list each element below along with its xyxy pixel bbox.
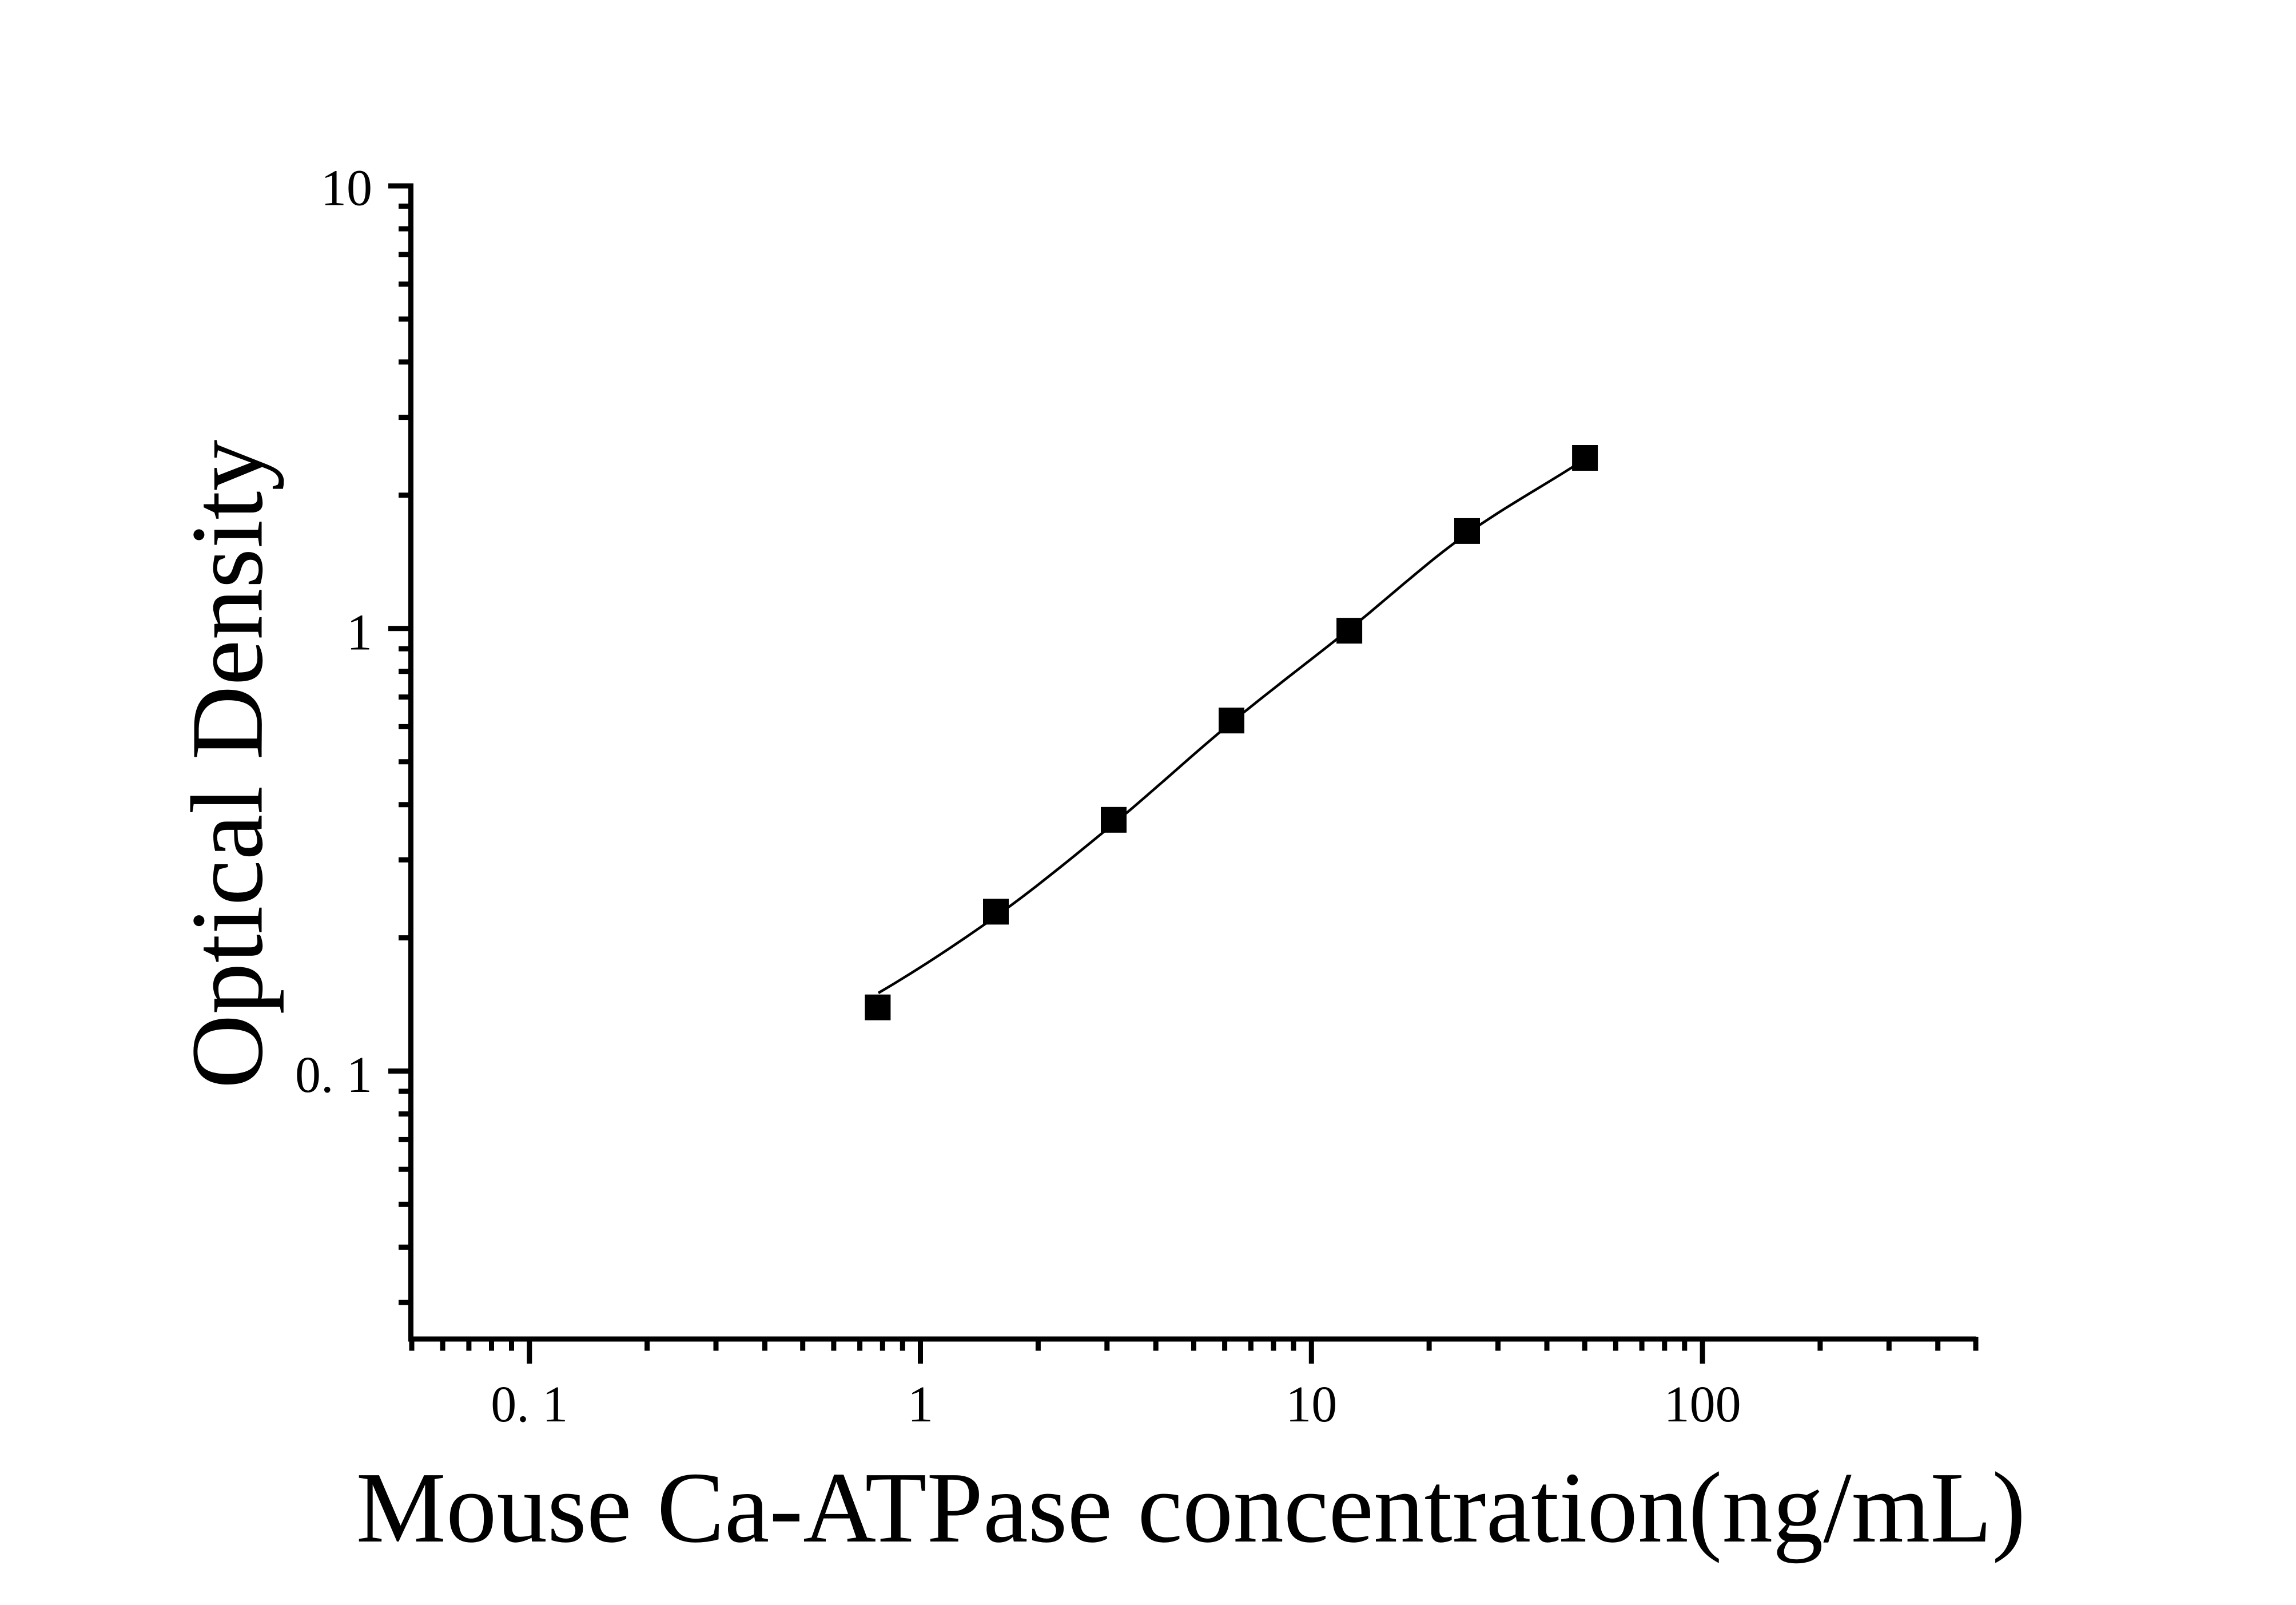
svg-text:0. 1: 0. 1 (491, 1376, 568, 1433)
svg-text:10: 10 (1286, 1376, 1337, 1433)
svg-text:Mouse Ca-ATPase concentration(: Mouse Ca-ATPase concentration(ng/mL) (356, 1452, 2026, 1564)
svg-text:1: 1 (347, 604, 372, 661)
svg-text:Optical Density: Optical Density (170, 440, 284, 1089)
svg-text:0. 1: 0. 1 (295, 1047, 372, 1103)
svg-text:10: 10 (321, 160, 372, 217)
svg-text:1: 1 (908, 1376, 933, 1433)
svg-text:100: 100 (1664, 1376, 1741, 1433)
